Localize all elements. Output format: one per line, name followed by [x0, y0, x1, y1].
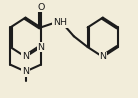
Text: N: N	[22, 52, 29, 61]
Text: N: N	[22, 67, 29, 76]
Text: N: N	[37, 43, 44, 52]
Text: N: N	[99, 52, 106, 61]
Text: O: O	[37, 3, 44, 12]
Text: NH: NH	[53, 18, 67, 27]
